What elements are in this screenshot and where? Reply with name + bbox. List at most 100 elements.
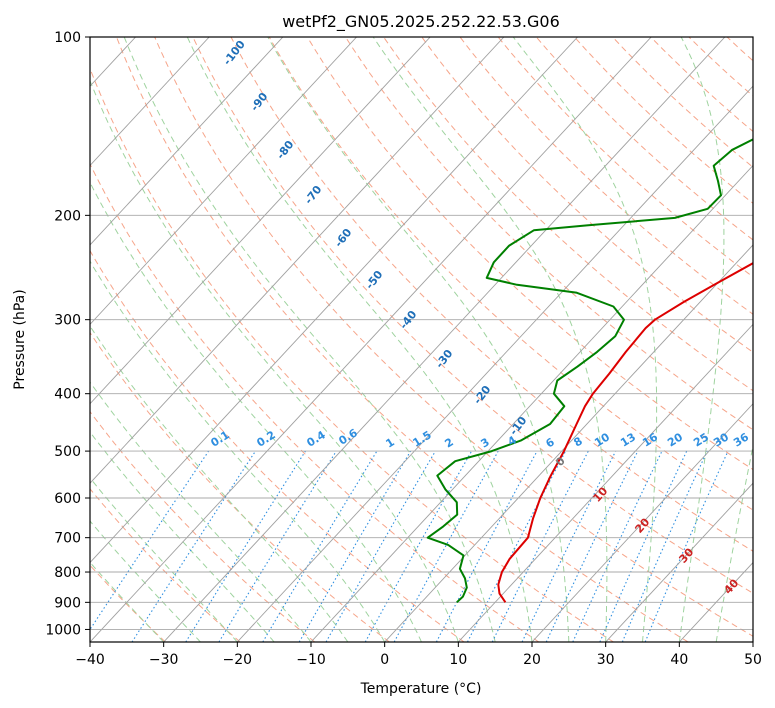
mixing-ratio-line: [572, 450, 663, 642]
line-label: -40: [397, 308, 420, 332]
line-label: 1: [383, 435, 396, 450]
mixing-ratio-line: [262, 450, 378, 642]
isotherm-line: [0, 37, 62, 642]
dry-adiabat-line: [345, 37, 753, 431]
mixing-ratio-line: [393, 450, 499, 642]
moist-adiabat-line: [715, 443, 753, 642]
dry-adiabat-line: [306, 37, 753, 471]
dry-adiabat-line: [90, 564, 166, 642]
isotherm-line: [90, 37, 357, 326]
x-tick-label: 50: [744, 652, 762, 668]
dry-adiabat-line: [688, 37, 753, 97]
moist-adiabat-line: [678, 37, 725, 642]
chart-title: wetPf2_GN05.2025.252.22.53.G06: [282, 12, 560, 32]
moist-adiabat-line: [90, 181, 422, 642]
isotherm-line: [752, 641, 753, 642]
moist-adiabat-line: [123, 37, 496, 642]
line-label: 0.6: [336, 426, 360, 448]
isotherm-line: [457, 323, 753, 642]
moist-adiabat-line: [90, 381, 312, 642]
line-label: -70: [302, 183, 325, 207]
dry-adiabat-line: [268, 37, 753, 511]
moist-adiabat-line: [372, 37, 608, 642]
dry-adiabat-line: [726, 37, 753, 62]
axes: −40 −30 −20 −10 0 10 20 30 40 5010020030040050060…: [45, 30, 762, 668]
y-tick-label: 700: [54, 531, 81, 547]
mixing-ratio-line: [90, 450, 210, 631]
dry-adiabat-line: [421, 37, 753, 353]
line-label: 0.2: [254, 428, 277, 449]
x-tick-label: 40: [670, 652, 688, 668]
line-label: 2: [442, 435, 455, 450]
x-tick-label: −10: [296, 652, 326, 668]
mixing-ratio-line: [521, 450, 617, 642]
isotherm-line: [90, 37, 431, 405]
dry-adiabat-line: [574, 37, 753, 204]
x-tick-label: 0: [380, 652, 389, 668]
x-tick-label: −30: [149, 652, 179, 668]
y-tick-label: 1000: [45, 622, 81, 638]
y-tick-label: 200: [54, 208, 81, 224]
dry-adiabat-line: [765, 37, 775, 642]
x-tick-label: 10: [449, 652, 467, 668]
isotherm-line: [310, 164, 753, 642]
mixing-ratio-line: [491, 450, 589, 642]
dry-adiabat-line: [90, 488, 241, 642]
y-tick-label: 100: [54, 30, 81, 46]
isotherm-line: [90, 37, 210, 167]
line-label: 1.5: [410, 428, 433, 449]
isotherm-line: [90, 37, 505, 484]
line-label: -50: [363, 268, 386, 292]
mixing-ratio-line: [621, 450, 708, 642]
x-tick-label: 20: [523, 652, 541, 668]
moist-adiabat-line: [267, 37, 570, 642]
line-label: 20: [665, 430, 685, 449]
line-label: 10: [590, 484, 610, 504]
x-tick-label: −40: [75, 652, 105, 668]
line-label: -30: [433, 347, 456, 371]
line-label: -90: [248, 90, 271, 114]
isotherm-line: [384, 244, 753, 642]
mixing-ratio-line: [545, 450, 639, 642]
dry-adiabat-line: [650, 37, 753, 133]
line-label: 30: [711, 430, 731, 449]
dry-adiabat-line: [116, 37, 689, 642]
line-label: 10: [592, 430, 612, 449]
line-labels: -100-90-80-70-60-50-40-30-20-100.1 0.2 0.4…: [208, 38, 751, 597]
line-label: 36: [731, 430, 751, 449]
isotherm-line: [236, 85, 753, 642]
moist-adiabat-line: [186, 37, 533, 642]
moist-adiabat-line: [90, 325, 349, 642]
dry-adiabat-line: [192, 37, 753, 594]
dry-adiabat-line: [230, 37, 753, 552]
mixing-ratio-line: [218, 450, 337, 642]
y-tick-label: 800: [54, 565, 81, 581]
y-tick-label: 300: [54, 313, 81, 329]
line-label: 13: [618, 430, 638, 449]
temperature-profile-line: [497, 262, 753, 603]
line-label: 20: [632, 515, 652, 535]
line-label: -100: [221, 38, 248, 68]
line-label: 16: [640, 430, 660, 449]
isotherm-line: [90, 37, 578, 564]
x-tick-label: −20: [223, 652, 253, 668]
isotherm-line: [90, 37, 284, 246]
isotherm-line: [163, 37, 726, 642]
mixing-ratio-line: [185, 450, 306, 642]
line-label: 0.4: [304, 428, 328, 450]
y-tick-label: 900: [54, 595, 81, 611]
line-label: 8: [571, 434, 584, 449]
y-axis-title: Pressure (hPa): [12, 289, 28, 389]
plot-frame: [89, 36, 754, 643]
x-tick-label: 30: [597, 652, 615, 668]
line-label: -60: [332, 226, 355, 250]
y-tick-label: 600: [54, 491, 81, 507]
mixing-ratio-line: [364, 450, 473, 642]
mixing-ratio-line: [131, 450, 256, 642]
dry-adiabat-line: [90, 410, 316, 642]
moist-adiabat-line: [90, 431, 275, 642]
moist-adiabat-line: [90, 79, 459, 642]
dewpoint-profile-line: [426, 138, 753, 604]
